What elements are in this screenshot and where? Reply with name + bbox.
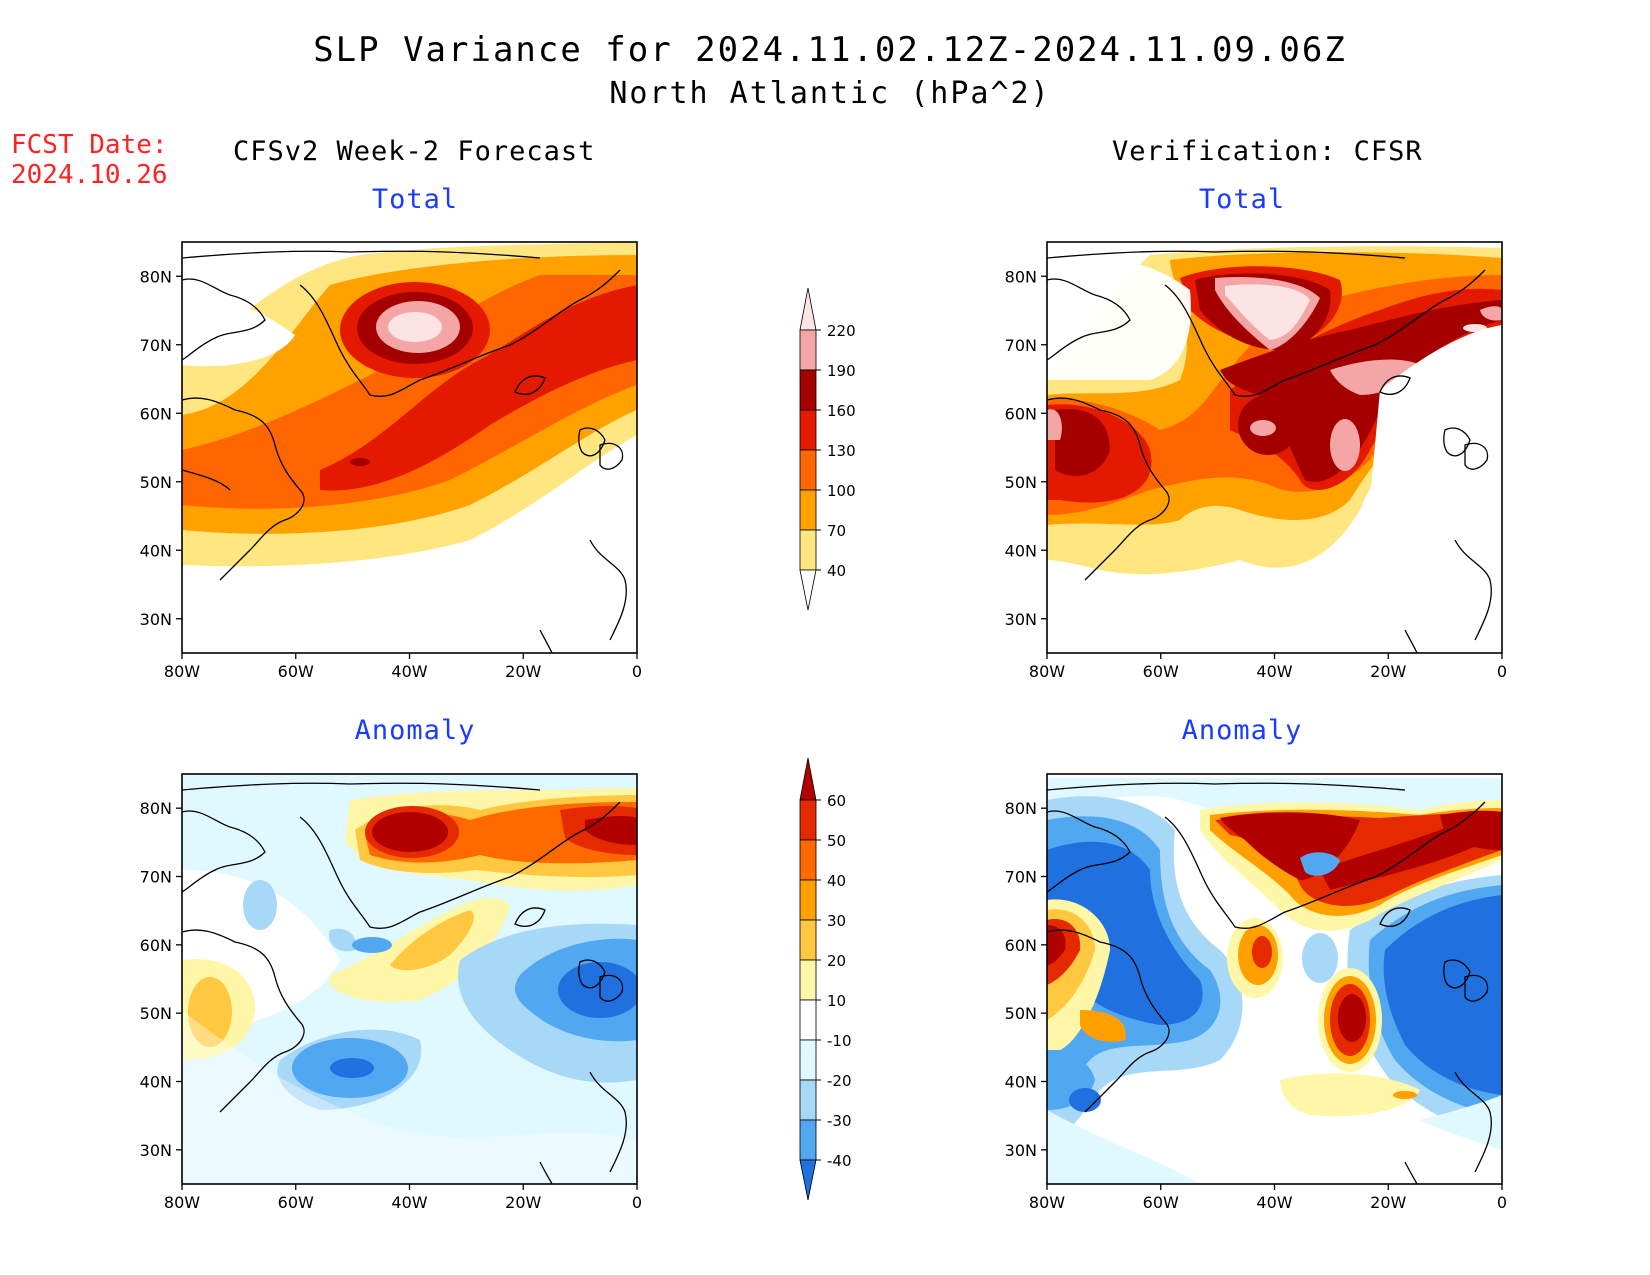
colorbar-swatch: [799, 839, 817, 881]
colorbar-swatch: [799, 409, 817, 451]
colorbar-level-label: 50: [827, 832, 846, 850]
lat-tick-label: 50N: [1005, 1004, 1037, 1023]
colorbar-level-label: 40: [827, 562, 846, 580]
colorbar-level-label: 70: [827, 522, 846, 540]
title-line-2: North Atlantic (hPa^2): [609, 76, 1051, 111]
colorbar-level-label: -20: [827, 1072, 852, 1090]
colorbar-swatch: [799, 529, 817, 571]
fcst-date-label: FCST Date:: [11, 130, 168, 160]
colorbar-swatch: [799, 449, 817, 491]
lon-tick-label: 0: [1497, 662, 1507, 681]
lat-tick-label: 30N: [140, 610, 172, 629]
verification-anomaly-label: Anomaly: [1181, 715, 1303, 746]
colorbar-swatch: [799, 879, 817, 921]
verification-heading: Verification: CFSR: [1112, 136, 1423, 167]
lon-tick-label: 80W: [1029, 1193, 1065, 1212]
colorbar-swatch: [799, 1119, 817, 1161]
lon-tick-label: 60W: [1143, 662, 1179, 681]
lat-tick-label: 40N: [1005, 541, 1037, 560]
colorbar-level-label: 20: [827, 952, 846, 970]
lon-tick-label: 60W: [278, 1193, 314, 1212]
colorbar-swatch: [799, 959, 817, 1001]
lat-tick-label: 80N: [140, 267, 172, 286]
colorbar-level-label: 60: [827, 792, 846, 810]
colorbar-top-arrow: [799, 287, 817, 331]
lon-tick-label: 0: [1497, 1193, 1507, 1212]
colorbar-level-label: 100: [827, 482, 856, 500]
lon-tick-label: 80W: [1029, 662, 1065, 681]
total-colorbar: 220 190 160 130 100 70 40: [799, 287, 856, 611]
colorbar-swatch: [799, 919, 817, 961]
lon-tick-label: 20W: [1370, 662, 1406, 681]
colorbar-bottom-arrow: [799, 569, 817, 611]
lat-tick-label: 50N: [140, 1004, 172, 1023]
lat-tick-label: 70N: [140, 868, 172, 887]
colorbar-level-label: -30: [827, 1112, 852, 1130]
lat-tick-label: 30N: [1005, 1141, 1037, 1160]
forecast-anomaly-field: [182, 774, 637, 1184]
axis-labels: 80N 70N 60N 50N 40N 30N 80W 60W 40W 20W 0 80N 70N 60N…: [140, 267, 1507, 1212]
title-line-1: SLP Variance for 2024.11.02.12Z-2024.11.…: [313, 30, 1347, 70]
forecast-heading: CFSv2 Week-2 Forecast: [233, 136, 596, 167]
lat-tick-label: 60N: [1005, 936, 1037, 955]
forecast-anomaly-label: Anomaly: [354, 715, 476, 746]
lon-tick-label: 40W: [391, 662, 427, 681]
colorbar-level-label: -10: [827, 1032, 852, 1050]
lat-tick-label: 80N: [1005, 267, 1037, 286]
lat-tick-label: 50N: [1005, 473, 1037, 492]
colorbar-level-label: 10: [827, 992, 846, 1010]
colorbar-swatch: [799, 799, 817, 841]
lat-tick-label: 60N: [140, 936, 172, 955]
lon-tick-label: 20W: [505, 662, 541, 681]
lat-tick-label: 60N: [1005, 404, 1037, 423]
lon-tick-label: 80W: [164, 662, 200, 681]
colorbar-bottom-arrow: [799, 1159, 817, 1201]
lat-tick-label: 40N: [1005, 1073, 1037, 1092]
lat-tick-label: 70N: [1005, 868, 1037, 887]
colorbar-level-label: 160: [827, 402, 856, 420]
lon-tick-label: 20W: [505, 1193, 541, 1212]
lon-tick-label: 20W: [1370, 1193, 1406, 1212]
colorbar-level-label: 40: [827, 872, 846, 890]
lon-tick-label: 60W: [278, 662, 314, 681]
colorbar-swatch: [799, 489, 817, 531]
coastlines: [182, 250, 1492, 1184]
colorbar-level-label: 220: [827, 322, 856, 340]
colorbar-level-label: 30: [827, 912, 846, 930]
lon-tick-label: 40W: [1256, 662, 1292, 681]
lat-tick-label: 70N: [1005, 336, 1037, 355]
lat-tick-label: 80N: [140, 799, 172, 818]
lon-tick-label: 80W: [164, 1193, 200, 1212]
lon-tick-label: 60W: [1143, 1193, 1179, 1212]
lat-tick-label: 50N: [140, 473, 172, 492]
lat-tick-label: 70N: [140, 336, 172, 355]
colorbar-level-label: 190: [827, 362, 856, 380]
lon-tick-label: 0: [632, 1193, 642, 1212]
fcst-date-value: 2024.10.26: [11, 160, 168, 190]
colorbar-swatch: [799, 1039, 817, 1081]
forecast-total-label: Total: [371, 184, 459, 215]
lat-tick-label: 30N: [1005, 610, 1037, 629]
lat-tick-label: 40N: [140, 1073, 172, 1092]
lon-tick-label: 40W: [1256, 1193, 1292, 1212]
verification-total-label: Total: [1198, 184, 1286, 215]
lon-tick-label: 0: [632, 662, 642, 681]
colorbar-level-label: -40: [827, 1152, 852, 1170]
colorbar-swatch: [799, 329, 817, 371]
colorbar-level-label: 130: [827, 442, 856, 460]
lon-tick-label: 40W: [391, 1193, 427, 1212]
colorbar-swatch: [799, 999, 817, 1041]
lat-tick-label: 30N: [140, 1141, 172, 1160]
lat-tick-label: 80N: [1005, 799, 1037, 818]
colorbar-swatch: [799, 369, 817, 411]
lat-tick-label: 40N: [140, 541, 172, 560]
colorbar-swatch: [799, 1079, 817, 1121]
anomaly-colorbar: 60 50 40 30 20 10 -10 -20 -30 -40: [799, 757, 852, 1201]
colorbar-top-arrow: [799, 757, 817, 801]
lat-tick-label: 60N: [140, 404, 172, 423]
